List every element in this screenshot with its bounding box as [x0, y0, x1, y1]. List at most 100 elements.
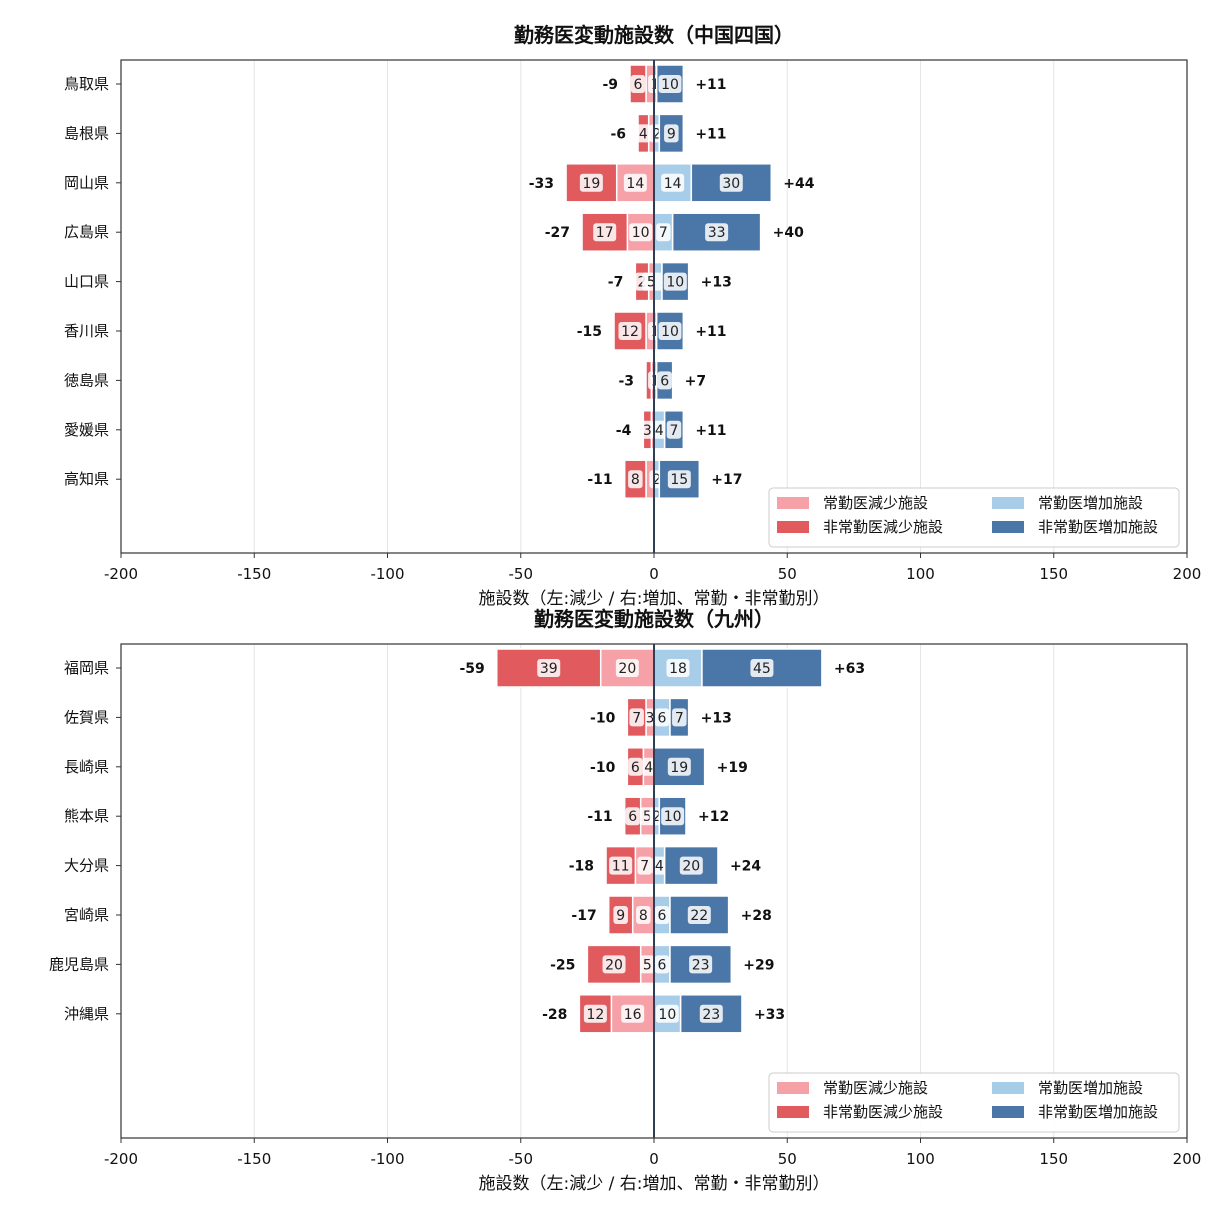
segment-label: 10 [664, 809, 682, 825]
category-label: 高知県 [64, 470, 109, 488]
segment-label: 15 [670, 472, 688, 488]
increase-total-label: +40 [773, 225, 804, 241]
segment-label-box [579, 173, 603, 192]
segment-label: 14 [664, 176, 682, 192]
segment-label-box [689, 955, 713, 974]
x-tick-label: 100 [906, 565, 935, 583]
segment-label-box [640, 420, 655, 439]
segment-label-box [640, 955, 655, 974]
category-label: 鳥取県 [64, 75, 109, 93]
x-axis-label: 施設数（左:減少 / 右:増加、常勤・非常勤別） [479, 589, 830, 609]
segment-label-box [637, 856, 652, 875]
decrease-total-label: -6 [610, 126, 626, 142]
decrease-total-label: -9 [602, 77, 618, 93]
segment-label: 9 [667, 126, 676, 142]
increase-total-label: +44 [783, 176, 814, 192]
segment-label-box [664, 124, 679, 143]
segment-label-box [593, 223, 617, 242]
decrease-total-label: -3 [618, 373, 634, 389]
legend-swatch [777, 497, 809, 509]
segment-label: 8 [631, 472, 640, 488]
legend-box [768, 1072, 1180, 1133]
category-label: 香川県 [64, 322, 109, 340]
segment-label: 12 [586, 1007, 604, 1023]
segment-label-box [615, 659, 639, 677]
legend-entry: 常勤医減少施設 [823, 1079, 928, 1097]
segment-label-box [667, 757, 691, 776]
x-tick-label: 50 [778, 565, 797, 583]
segment-label: 18 [669, 661, 687, 677]
legend-swatch [992, 1106, 1024, 1118]
category-label: 愛媛県 [64, 421, 109, 439]
segment-label: 7 [659, 225, 668, 241]
increase-total-label: +19 [717, 760, 748, 776]
segment-label: 11 [612, 859, 630, 875]
segment-label-box [602, 955, 626, 974]
segment-label-box [636, 906, 651, 924]
chart-title: 勤務医変動施設数（中国四国） [514, 23, 794, 47]
segment-label-box [654, 708, 670, 727]
increase-total-label: +11 [695, 423, 726, 439]
increase-total-label: +28 [741, 908, 772, 924]
segment-label-box [672, 708, 687, 727]
increase-total-label: +17 [711, 472, 742, 488]
segment-label: 6 [660, 373, 669, 389]
segment-label: 7 [675, 710, 684, 726]
segment-label: 16 [624, 1007, 642, 1023]
decrease-total-label: -17 [571, 908, 596, 924]
decrease-total-label: -18 [569, 859, 594, 875]
segment-label: 2 [652, 472, 661, 488]
segment-label: 20 [682, 859, 700, 875]
segment-label: 1 [651, 324, 660, 340]
category-label: 熊本県 [64, 807, 109, 825]
segment-label-box [679, 856, 703, 875]
segment-label-box [750, 659, 774, 677]
segment-label-box [625, 807, 640, 826]
segment-label: 6 [631, 760, 640, 776]
chart-title: 勤務医変動施設数（九州） [534, 607, 774, 631]
segment-label-box [654, 906, 670, 924]
segment-label: 7 [670, 423, 679, 439]
x-tick-label: -100 [370, 1150, 404, 1168]
legend-swatch [777, 1106, 809, 1118]
segment-label: 12 [621, 324, 639, 340]
segment-label: 3 [643, 423, 652, 439]
legend-swatch [992, 1082, 1024, 1094]
segment-label-box [663, 272, 687, 291]
segment-label-box [636, 124, 651, 143]
segment-label: 8 [639, 908, 648, 924]
segment-label: 3 [646, 710, 655, 726]
segment-label: 20 [605, 957, 623, 973]
segment-label-box [652, 856, 667, 875]
decrease-total-label: -11 [587, 809, 612, 825]
decrease-total-label: -10 [590, 710, 616, 726]
segment-label-box [623, 173, 647, 192]
segment-label-box [658, 75, 682, 93]
increase-total-label: +13 [701, 275, 732, 291]
decrease-total-label: -27 [545, 225, 570, 241]
segment-label: 4 [644, 760, 653, 776]
legend-entry: 非常勤医増加施設 [1038, 1103, 1158, 1121]
x-tick-label: 150 [1039, 1150, 1068, 1168]
x-tick-label: 200 [1173, 565, 1202, 583]
segment-label: 19 [582, 176, 600, 192]
segment-label-box [655, 1004, 679, 1023]
segment-label: 6 [658, 908, 667, 924]
x-tick-label: 100 [906, 1150, 935, 1168]
decrease-total-label: -10 [590, 760, 616, 776]
x-tick-label: 150 [1039, 565, 1068, 583]
segment-label-box [687, 906, 711, 924]
segment-label: 22 [690, 908, 708, 924]
segment-label: 10 [632, 225, 650, 241]
segment-label: 5 [643, 809, 652, 825]
segment-label-box [652, 420, 667, 439]
segment-label: 6 [634, 77, 643, 93]
segment-label-box [629, 708, 644, 727]
segment-label-box [656, 223, 671, 242]
increase-total-label: +13 [701, 710, 732, 726]
x-tick-label: 0 [649, 565, 659, 583]
category-label: 広島県 [64, 223, 109, 241]
x-tick-label: 200 [1173, 1150, 1202, 1168]
